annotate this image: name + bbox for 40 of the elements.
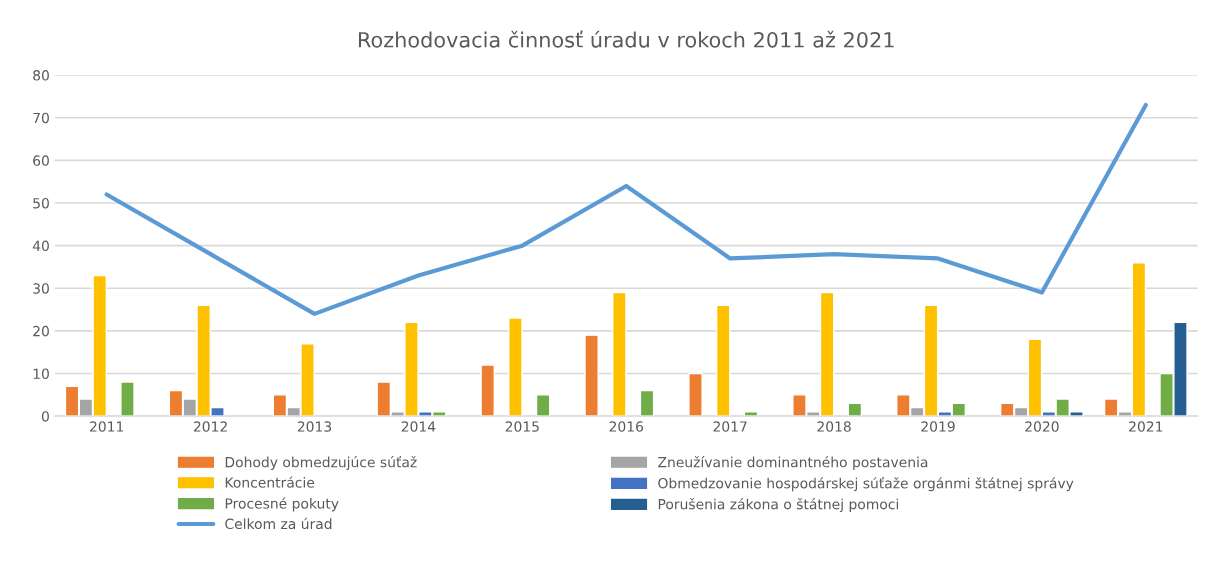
- x-tick-label: 2017: [713, 421, 747, 432]
- bar: [480, 364, 495, 417]
- y-tick-label: 10: [33, 368, 49, 380]
- x-tick-label: 2011: [90, 421, 124, 432]
- legend-label: Procesné pokuty: [225, 497, 339, 512]
- y-tick-label: 30: [33, 283, 49, 294]
- legend-label: Zneužívanie dominantného postavenia: [658, 456, 928, 471]
- x-tick-label: 2021: [1129, 421, 1163, 432]
- legend-label: Porušenia zákona o štátnej pomoci: [658, 498, 899, 513]
- x-tick-label: 2014: [401, 421, 436, 432]
- bar: [612, 291, 627, 417]
- legend-label: Dohody obmedzujúce súťaž: [225, 455, 417, 471]
- y-tick-label: 0: [41, 411, 49, 422]
- x-tick-label: 2019: [921, 421, 955, 432]
- x-tick-label: 2020: [1025, 421, 1059, 432]
- y-tick-label: 60: [33, 155, 49, 166]
- y-tick-label: 70: [33, 112, 49, 124]
- bar: [688, 372, 703, 417]
- bar: [847, 402, 863, 417]
- chart-title: Rozhodovacia činnosť úradu v rokoch 2011 až 2021: [358, 30, 894, 48]
- bar: [639, 389, 655, 417]
- legend-label: Obmedzovanie hospodárskej súťaže orgánmi štátnej správy: [658, 477, 1074, 492]
- bar: [535, 394, 551, 417]
- legend-label: Koncentrácie: [225, 476, 315, 488]
- x-tick-label: 2016: [609, 421, 644, 432]
- bar: [743, 411, 759, 417]
- bar: [120, 381, 135, 417]
- x-tick-label: 2018: [817, 421, 851, 432]
- y-tick-label: 80: [33, 70, 49, 81]
- legend-label: Celkom za úrad: [225, 517, 332, 530]
- y-tick-label: 40: [32, 240, 49, 252]
- x-tick-label: 2013: [297, 421, 332, 432]
- bar: [584, 334, 599, 417]
- y-tick-label: 20: [33, 325, 49, 337]
- line-series: [104, 102, 1148, 316]
- bar: [715, 304, 731, 417]
- y-tick-label: 50: [33, 197, 49, 209]
- bar: [508, 317, 523, 417]
- x-tick-label: 2012: [193, 421, 227, 432]
- x-tick-label: 2015: [505, 421, 539, 432]
